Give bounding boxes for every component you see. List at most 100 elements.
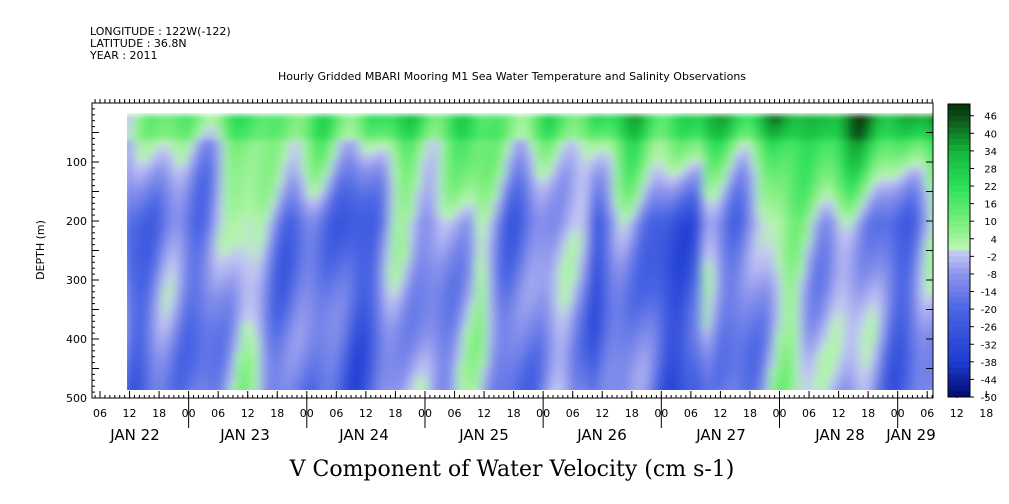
heatmap-cell [133, 234, 140, 241]
heatmap-cell [571, 189, 578, 196]
heatmap-cell [403, 239, 410, 246]
heatmap-cell [217, 169, 224, 176]
heatmap-cell [361, 329, 368, 336]
heatmap-cell [139, 124, 146, 131]
heatmap-cell [511, 189, 518, 196]
heatmap-cell [469, 184, 476, 191]
heatmap-cell [625, 319, 632, 326]
heatmap-cell [625, 314, 632, 321]
heatmap-cell [577, 294, 584, 301]
heatmap-cell [415, 224, 422, 231]
heatmap-cell [613, 344, 620, 351]
heatmap-cell [223, 234, 230, 241]
heatmap-cell [343, 364, 350, 371]
heatmap-cell [199, 379, 206, 386]
heatmap-cell [619, 319, 626, 326]
heatmap-cell [217, 384, 224, 390]
heatmap-cell [199, 214, 206, 221]
heatmap-cell [595, 114, 602, 121]
heatmap-cell [229, 329, 236, 336]
heatmap-cell [145, 304, 152, 311]
heatmap-cell [175, 319, 182, 326]
heatmap-cell [247, 214, 254, 221]
heatmap-cell [367, 274, 374, 281]
heatmap-cell [355, 294, 362, 301]
heatmap-cell [373, 174, 380, 181]
heatmap-cell [265, 159, 272, 166]
heatmap-cell [337, 269, 344, 276]
heatmap-cell [403, 309, 410, 316]
heatmap-cell [445, 379, 452, 386]
heatmap-cell [493, 164, 500, 171]
heatmap-cell [403, 164, 410, 171]
heatmap-cell [637, 294, 644, 301]
heatmap-cell [193, 224, 200, 231]
heatmap-cell [349, 304, 356, 311]
heatmap-cell [151, 159, 158, 166]
heatmap-cell [313, 154, 320, 161]
heatmap-cell [589, 224, 596, 231]
heatmap-cell [529, 174, 536, 181]
heatmap-cell [379, 199, 386, 206]
heatmap-cell [475, 309, 482, 316]
heatmap-cell [361, 279, 368, 286]
heatmap-cell [433, 284, 440, 291]
heatmap-cell [463, 364, 470, 371]
heatmap-cell [487, 359, 494, 366]
heatmap-cell [463, 244, 470, 251]
heatmap-cell [289, 379, 296, 386]
heatmap-cell [475, 149, 482, 156]
heatmap-cell [169, 294, 176, 301]
heatmap-cell [505, 369, 512, 376]
heatmap-cell [433, 339, 440, 346]
heatmap-cell [211, 114, 218, 121]
heatmap-cell [445, 184, 452, 191]
heatmap-cell [199, 349, 206, 356]
heatmap-cell [445, 209, 452, 216]
heatmap-cell [637, 114, 644, 121]
heatmap-cell [163, 169, 170, 176]
heatmap-cell [523, 254, 530, 261]
heatmap-cell [523, 234, 530, 241]
heatmap-cell [235, 169, 242, 176]
heatmap-cell [439, 349, 446, 356]
heatmap-cell [175, 184, 182, 191]
heatmap-cell [217, 159, 224, 166]
heatmap-cell [175, 144, 182, 151]
heatmap-cell [637, 354, 644, 361]
heatmap-cell [367, 294, 374, 301]
heatmap-cell [283, 114, 290, 121]
heatmap-cell [451, 139, 458, 146]
heatmap-cell [385, 249, 392, 256]
heatmap-cell [307, 259, 314, 266]
heatmap-cell [373, 169, 380, 176]
heatmap-cell [385, 154, 392, 161]
heatmap-cell [499, 259, 506, 266]
heatmap-cell [367, 299, 374, 306]
heatmap-cell [427, 309, 434, 316]
heatmap-cell [445, 299, 452, 306]
heatmap-cell [607, 209, 614, 216]
heatmap-cell [355, 114, 362, 121]
heatmap-cell [427, 219, 434, 226]
heatmap-cell [145, 144, 152, 151]
heatmap-cell [163, 289, 170, 296]
heatmap-cell [601, 259, 608, 266]
heatmap-cell [157, 299, 164, 306]
heatmap-cell [559, 204, 566, 211]
heatmap-cell [433, 209, 440, 216]
heatmap-cell [571, 349, 578, 356]
heatmap-cell [391, 194, 398, 201]
heatmap-cell [277, 369, 284, 376]
heatmap-cell [433, 359, 440, 366]
heatmap-cell [169, 359, 176, 366]
heatmap-cell [145, 299, 152, 306]
heatmap-cell [631, 384, 638, 390]
heatmap-cell [307, 284, 314, 291]
heatmap-cell [211, 134, 218, 141]
heatmap-cell [379, 164, 386, 171]
heatmap-cell [403, 144, 410, 151]
heatmap-cell [421, 334, 428, 341]
heatmap-cell [415, 149, 422, 156]
heatmap-cell [481, 174, 488, 181]
